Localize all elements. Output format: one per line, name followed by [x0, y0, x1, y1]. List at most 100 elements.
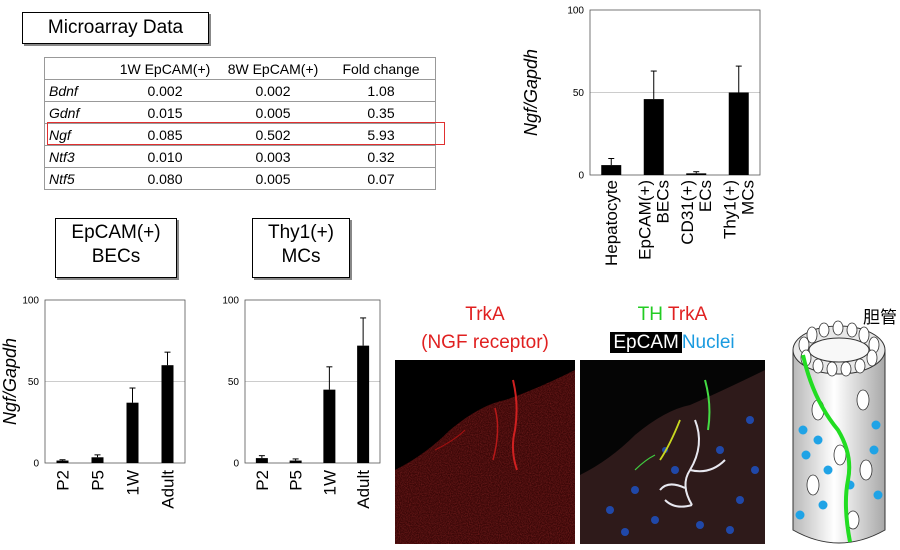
- table-header-cell: Fold change: [327, 57, 436, 80]
- trka-subtitle: (NGF receptor): [395, 332, 575, 354]
- trka-micrograph-image: [395, 370, 575, 544]
- ngf-epcam-age-bar-chart: 0 50 100 P2 P5 1W Adult Ngf/Gapdh: [0, 296, 186, 509]
- x-tick-label-line: P2: [253, 470, 272, 491]
- x-tick-label-line: ECs: [696, 180, 715, 212]
- bar: [161, 365, 174, 463]
- table-row: Ntf3 0.010 0.003 0.32: [44, 145, 436, 168]
- ngf-row-highlight: [47, 122, 445, 145]
- epcam-box-line1: EpCAM(+): [71, 222, 161, 243]
- x-tick-label: Thy1(+) MCs: [721, 180, 758, 239]
- table-cell: 0.502: [219, 123, 327, 146]
- merge-title: TH TrkA: [580, 304, 765, 326]
- x-tick-label: CD31(+) ECs: [678, 180, 715, 245]
- x-tick-label: Adult: [354, 470, 373, 509]
- x-tick-label: P5: [88, 470, 107, 491]
- x-tick-label-line: Thy1(+): [721, 180, 740, 239]
- y-tick-label: 0: [33, 459, 39, 470]
- bile-duct-label: 胆管: [860, 303, 900, 328]
- table-cell: 0.32: [327, 145, 436, 168]
- x-tick-label-line: CD31(+): [678, 180, 697, 245]
- bar: [126, 402, 139, 463]
- table-row: Ntf5 0.080 0.005 0.07: [44, 167, 436, 190]
- gene-name: Ngf: [44, 123, 111, 146]
- epcam-box-line2: BECs: [91, 246, 141, 267]
- trka-title-text: TrkA: [465, 304, 505, 325]
- trka-micrograph: [395, 360, 575, 544]
- x-tick-label: Adult: [158, 470, 177, 509]
- bar: [56, 460, 69, 463]
- x-tick-label: EpCAM(+) BECs: [636, 180, 673, 260]
- bar: [91, 457, 104, 463]
- ngf-thy1-age-bar-chart: 0 50 100 P2 P5 1W Adult: [222, 296, 381, 509]
- x-tick-label-line: 1W: [123, 470, 142, 496]
- y-tick-label: 100: [567, 6, 584, 17]
- y-tick-label: 100: [222, 296, 239, 307]
- x-tick-label-line: EpCAM(+): [636, 180, 655, 260]
- bar: [686, 173, 707, 175]
- table-cell: 0.002: [111, 79, 219, 102]
- bar: [255, 458, 268, 463]
- table-cell: 1.08: [327, 79, 436, 102]
- table-header-cell: [44, 57, 111, 80]
- y-tick-label: 100: [22, 296, 39, 307]
- table-row: Ngf 0.085 0.502 5.93: [44, 123, 436, 146]
- gene-name: Gdnf: [44, 101, 111, 124]
- microarray-title-box: Microarray Data: [22, 12, 209, 44]
- bar: [728, 92, 749, 175]
- x-tick-label: P2: [53, 470, 72, 491]
- table-cell: 0.07: [327, 167, 436, 190]
- bar: [643, 99, 664, 175]
- x-tick-label-line: Adult: [354, 470, 373, 509]
- plot-frame: [589, 9, 761, 176]
- y-tick-label: 50: [28, 377, 40, 388]
- y-tick-label: 0: [578, 171, 584, 182]
- merge-subtitle: EpCAM Nuclei: [580, 332, 765, 354]
- plot-frame: [44, 299, 186, 464]
- bile-duct-schematic: [792, 320, 886, 544]
- trka-subtitle-text: (NGF receptor): [421, 332, 549, 353]
- y-axis-label: Ngf/Gapdh: [0, 338, 20, 425]
- table-cell: 0.003: [219, 145, 327, 168]
- table-header-row: 1W EpCAM(+) 8W EpCAM(+) Fold change: [44, 57, 436, 80]
- merge-nuclei-label: Nuclei: [681, 332, 735, 353]
- bar: [601, 165, 622, 175]
- table-cell: 0.002: [219, 79, 327, 102]
- x-tick-label-line: Hepatocyte: [602, 180, 621, 266]
- y-tick-label: 50: [573, 88, 585, 99]
- table-row: Bdnf 0.002 0.002 1.08: [44, 79, 436, 102]
- merge-th-label: TH: [637, 304, 663, 325]
- trka-title: TrkA: [395, 304, 575, 326]
- table-cell: 5.93: [327, 123, 436, 146]
- merge-micrograph: [580, 360, 765, 544]
- table-row: Gdnf 0.015 0.005 0.35: [44, 101, 436, 124]
- thy1-box-line1: Thy1(+): [268, 222, 334, 243]
- table-cell: 0.005: [219, 101, 327, 124]
- table-cell: 0.35: [327, 101, 436, 124]
- merge-trka-label: TrkA: [667, 304, 708, 325]
- gene-name: Bdnf: [44, 79, 111, 102]
- x-tick-label: P2: [253, 470, 272, 491]
- bile-duct-text: 胆管: [863, 308, 897, 327]
- table-cell: 0.080: [111, 167, 219, 190]
- y-axis-label: Ngf/Gapdh: [521, 49, 541, 136]
- x-tick-label-line: P2: [53, 470, 72, 491]
- x-tick-label-line: MCs: [739, 180, 758, 215]
- table-cell: 0.015: [111, 101, 219, 124]
- epcam-becs-label-box: EpCAM(+) BECs: [55, 218, 177, 278]
- y-tick-label: 50: [228, 377, 240, 388]
- x-tick-label: Hepatocyte: [602, 180, 621, 266]
- x-tick-label-line: Adult: [158, 470, 177, 509]
- x-tick-label: P5: [287, 470, 306, 491]
- thy1-mcs-label-box: Thy1(+) MCs: [252, 218, 350, 278]
- microarray-table: 1W EpCAM(+) 8W EpCAM(+) Fold change Bdnf…: [44, 57, 436, 190]
- table-cell: 0.085: [111, 123, 219, 146]
- merge-epcam-label: EpCAM: [610, 332, 682, 353]
- merge-micrograph-image: [580, 370, 765, 544]
- gene-name: Ntf3: [44, 145, 111, 168]
- thy1-box-line2: MCs: [281, 246, 321, 267]
- x-tick-label: 1W: [320, 470, 339, 496]
- microarray-title: Microarray Data: [47, 17, 184, 38]
- gene-name: Ntf5: [44, 167, 111, 190]
- table-header-cell: 8W EpCAM(+): [219, 57, 327, 80]
